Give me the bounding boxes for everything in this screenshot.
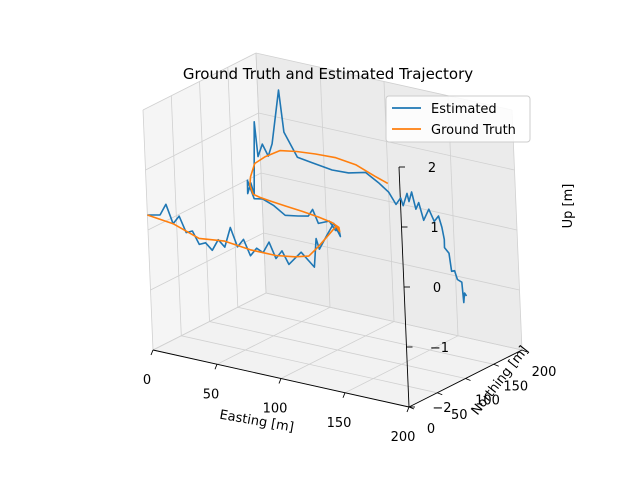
z-tick-label: −2 [432, 401, 451, 416]
grid-line-z [150, 232, 520, 291]
legend: Estimated Ground Truth [385, 95, 531, 143]
grid-line-z [142, 52, 513, 111]
x-tick-label: 100 [263, 402, 288, 417]
y-tick [465, 378, 471, 381]
z-tick-label: 1 [430, 221, 438, 236]
z-tick-label: 2 [428, 161, 436, 176]
y-tick [437, 392, 443, 396]
grid-lines [142, 52, 523, 408]
x-tick-label: 50 [203, 387, 220, 402]
grid-line-z [147, 172, 518, 231]
x-tick [342, 392, 346, 398]
grid-line-z [152, 292, 523, 351]
z-axis-label: Up [m] [561, 184, 576, 229]
x-tick-label: 0 [143, 373, 151, 388]
x-tick [278, 378, 282, 384]
legend-label-estimated: Estimated [431, 102, 497, 117]
x-tick [214, 364, 218, 370]
legend-label-ground-truth: Ground Truth [431, 123, 516, 138]
chart-title: Ground Truth and Estimated Trajectory [183, 65, 473, 83]
y-tick [521, 349, 528, 353]
series-line-ground-truth [147, 149, 389, 258]
x-tick-label: 150 [327, 416, 352, 431]
z-tick-label: −1 [430, 341, 449, 356]
y-tick-label: 150 [503, 379, 528, 394]
x-tick [406, 406, 410, 413]
y-tick [493, 363, 499, 367]
y-tick-label: 100 [475, 394, 500, 409]
y-tick-label: 0 [427, 422, 435, 437]
x-tick-label: 200 [391, 430, 416, 445]
y-tick-label: 50 [451, 408, 468, 423]
z-tick-label: 0 [433, 281, 441, 296]
series-lines [147, 89, 468, 304]
y-tick-label: 200 [532, 365, 557, 380]
grid-line-z [145, 112, 515, 171]
x-tick [150, 349, 154, 356]
legend-box [385, 95, 531, 143]
